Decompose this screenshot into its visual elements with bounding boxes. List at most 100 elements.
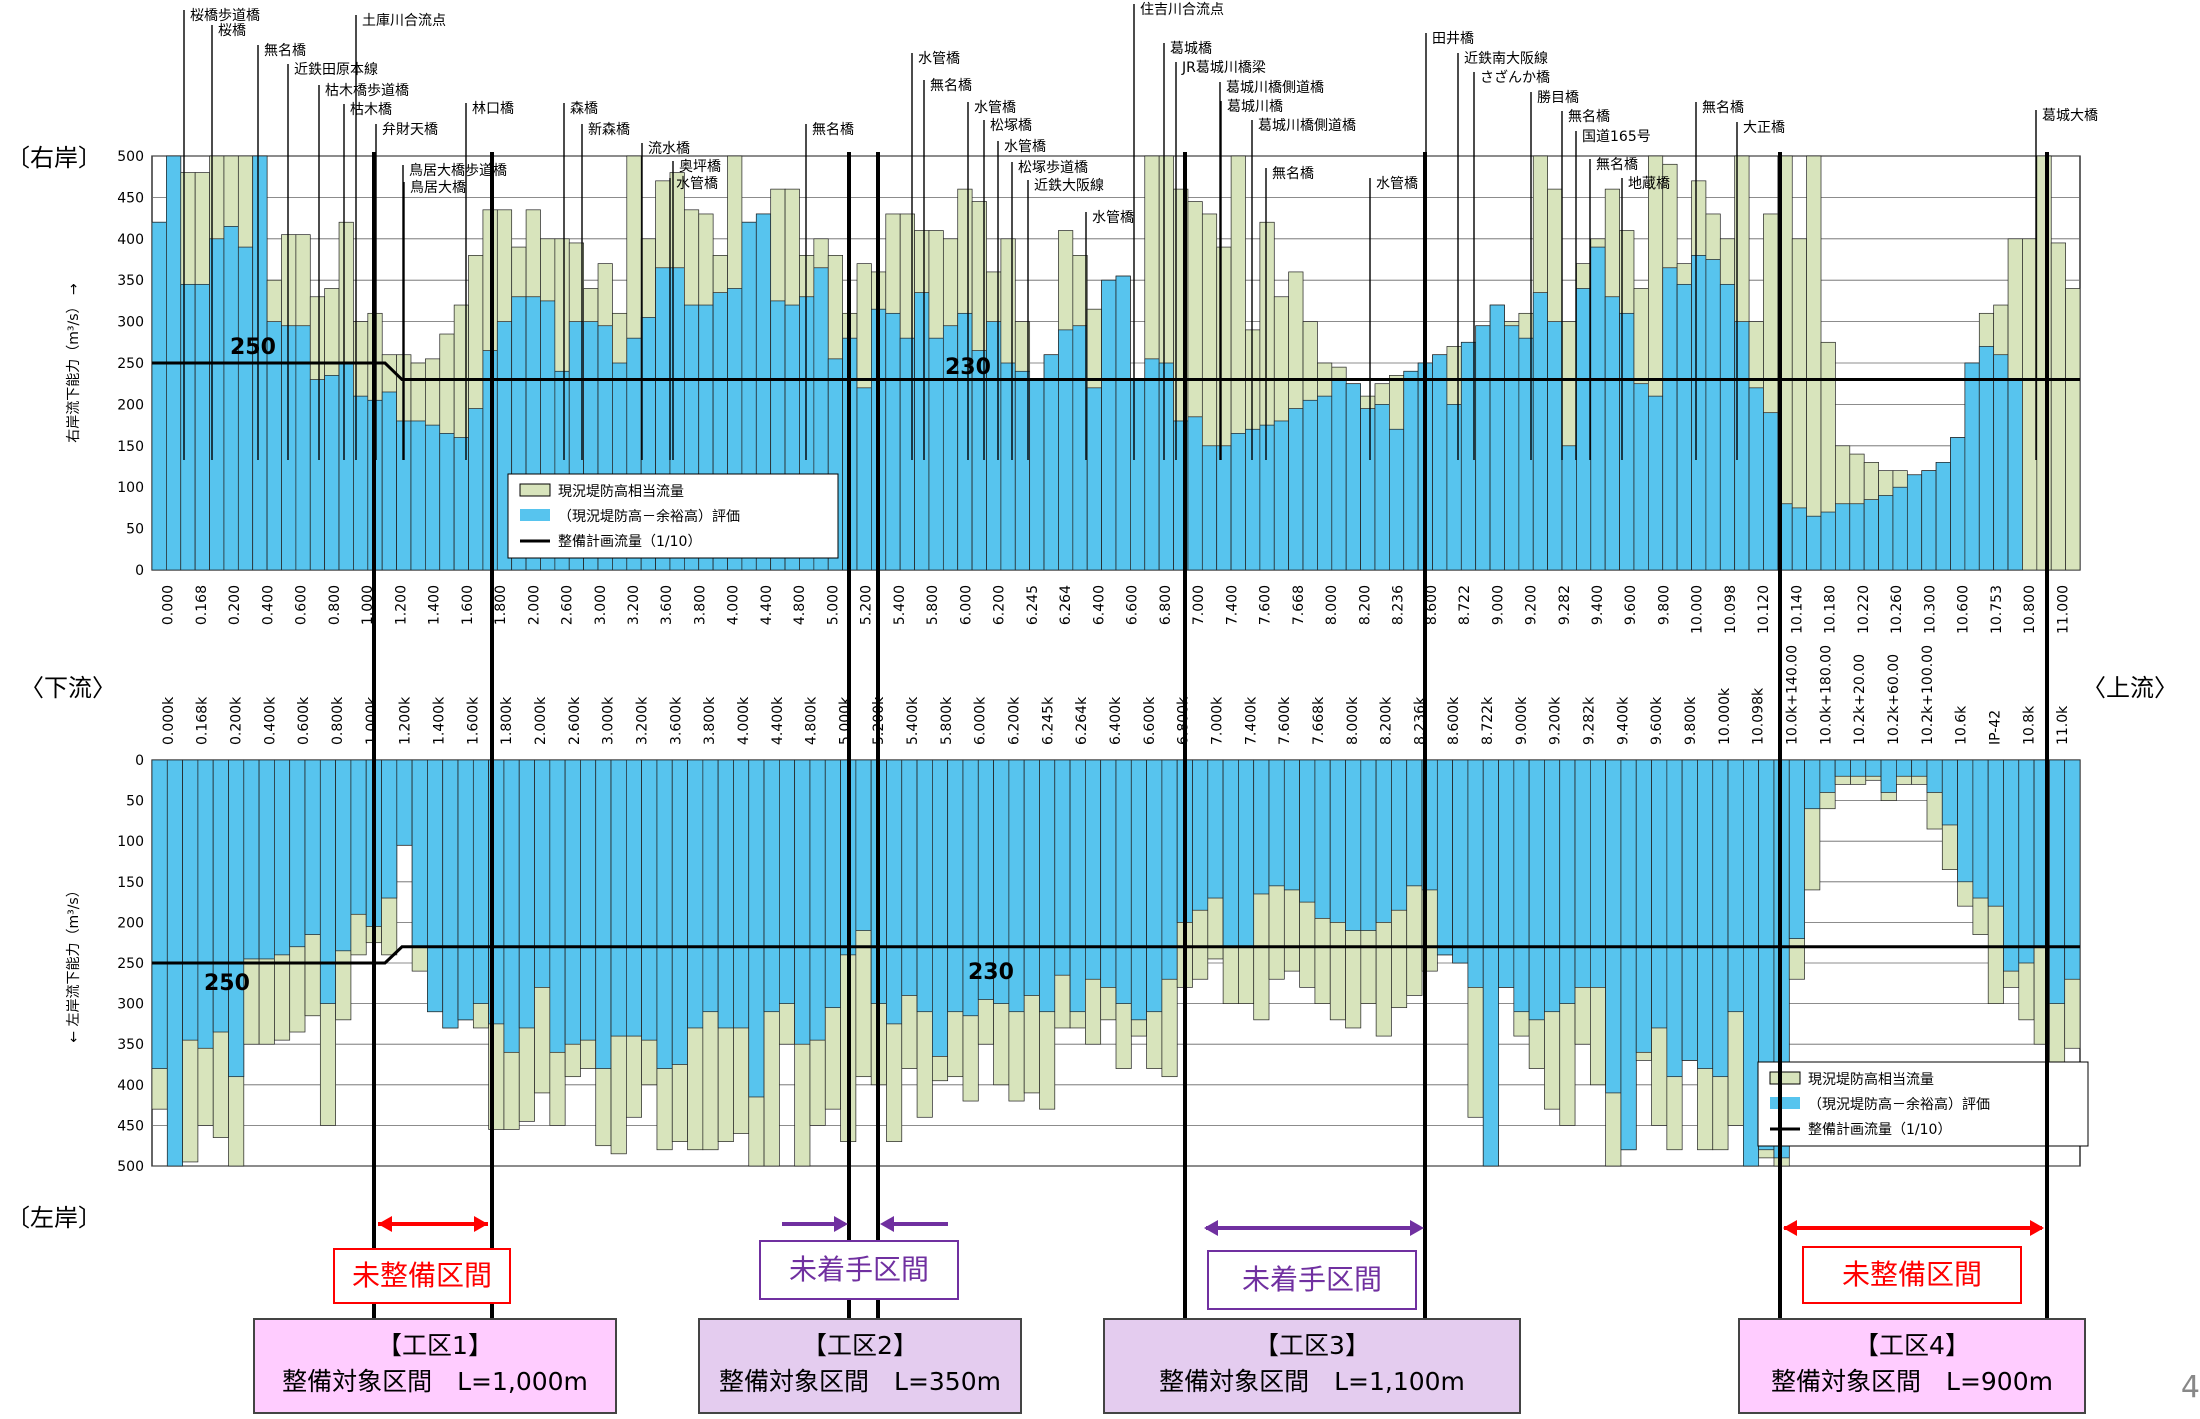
- left-evaluation-bar: [1115, 759, 1132, 1004]
- right-xtick-label: 10.000: [1690, 585, 1706, 634]
- right-ytick-label: 150: [117, 439, 144, 455]
- left-evaluation-bar: [2064, 759, 2081, 980]
- section4-title: 【工区4】: [1854, 1331, 1970, 1360]
- right-ytick-label: 200: [117, 397, 144, 413]
- right-ytick-label: 450: [117, 190, 144, 206]
- right-evaluation-bar: [237, 246, 254, 571]
- right-ytick-label: 400: [117, 232, 144, 248]
- right-xtick-label: 10.260: [1889, 585, 1905, 634]
- bridge-label: 水管橋: [1376, 176, 1418, 192]
- right-xtick-label: 9.800: [1656, 585, 1672, 625]
- left-legend-plan: 整備計画流量（1/10）: [1808, 1122, 1951, 1138]
- left-evaluation-bar: [1482, 759, 1499, 1167]
- right-evaluation-bar: [1475, 325, 1491, 571]
- left-xtick-label: 10.8k: [2021, 705, 2037, 745]
- left-evaluation-bar: [1651, 759, 1668, 1029]
- right-evaluation-bar: [309, 379, 326, 571]
- right-evaluation-bar: [1950, 437, 1966, 571]
- left-xtick-label: 10.2k+100.00: [1920, 645, 1936, 745]
- bridge-label: 桜橋: [218, 23, 246, 39]
- left-xtick-label: 10.000k: [1717, 687, 1733, 745]
- right-evaluation-bar: [1446, 404, 1462, 571]
- left-evaluation-bar: [1222, 759, 1239, 948]
- bridge-label: 弁財天橋: [382, 122, 438, 138]
- right-evaluation-bar: [1201, 445, 1218, 571]
- left-evaluation-bar: [580, 759, 597, 1041]
- left-xtick-label: 6.200k: [1007, 696, 1023, 745]
- left-xtick-label: 7.400k: [1243, 696, 1259, 745]
- right-evaluation-bar: [1633, 383, 1649, 571]
- right-evaluation-bar: [1590, 246, 1606, 571]
- left-evaluation-bar: [1253, 759, 1270, 895]
- bridge-label: 無名橋: [1272, 166, 1314, 182]
- left-ytick-label: 150: [117, 875, 144, 891]
- left-evaluation-bar: [289, 759, 306, 948]
- right-evaluation-bar: [324, 375, 340, 571]
- left-evaluation-bar: [549, 759, 566, 1053]
- left-evaluation-bar: [243, 759, 260, 960]
- left-xtick-label: 9.200k: [1548, 696, 1564, 745]
- left-evaluation-bar: [1130, 759, 1147, 1021]
- left-xtick-label: 3.200k: [634, 696, 650, 745]
- left-evaluation-bar: [1788, 759, 1805, 939]
- right-xtick-label: 7.668: [1291, 585, 1307, 625]
- left-evaluation-bar: [1819, 759, 1836, 793]
- left-evaluation-bar: [1972, 759, 1989, 899]
- left-ytick-label: 350: [117, 1037, 144, 1053]
- left-xtick-label: 0.600k: [296, 696, 312, 745]
- left-xtick-label: 11.0k: [2055, 705, 2071, 745]
- bridge-label: 無名橋: [1568, 109, 1610, 125]
- left-ytick-label: 450: [117, 1118, 144, 1134]
- left-evaluation-bar: [1314, 759, 1331, 919]
- right-evaluation-bar: [1115, 275, 1131, 571]
- section2-box: 【工区2】 整備対象区間 L=350m: [698, 1318, 1022, 1414]
- left-evaluation-bar: [1391, 759, 1408, 911]
- right-xtick-label: 6.264: [1058, 585, 1074, 625]
- right-evaluation-bar: [1763, 412, 1779, 571]
- left-xtick-label: 1.200k: [398, 696, 414, 745]
- left-evaluation-bar: [824, 759, 841, 1009]
- right-xtick-label: 0.800: [327, 585, 343, 625]
- left-xtick-label: 0.200k: [229, 696, 245, 745]
- right-xtick-label: 8.722: [1457, 585, 1473, 625]
- right-evaluation-bar: [1906, 474, 1923, 571]
- right-evaluation-bar: [1130, 379, 1146, 571]
- right-xtick-label: 6.400: [1091, 585, 1107, 625]
- right-xtick-label: 3.600: [659, 585, 675, 625]
- right-xtick-label: 0.200: [227, 585, 243, 625]
- right-legend-eval: （現況堤防高－余裕高）評価: [558, 508, 740, 525]
- bridge-label: 住吉川合流点: [1140, 2, 1224, 18]
- bridge-label: 奥坪橋: [679, 158, 721, 175]
- right-evaluation-bar: [1360, 408, 1376, 571]
- right-xtick-label: 10.140: [1789, 585, 1805, 634]
- bridge-label: JR葛城川橋梁: [1181, 60, 1266, 76]
- left-evaluation-bar: [916, 759, 933, 1013]
- right-evaluation-bar: [381, 391, 397, 571]
- left-evaluation-bar: [411, 759, 428, 948]
- right-xtick-label: 8.236: [1391, 585, 1407, 625]
- left-evaluation-bar: [717, 759, 734, 1029]
- left-legend-eval-swatch: [1770, 1097, 1800, 1109]
- left-xtick-label: IP-42: [1987, 710, 2003, 745]
- bridge-label: 無名橋: [264, 43, 306, 59]
- left-evaluation-bar: [1100, 759, 1117, 988]
- right-evaluation-bar: [1748, 387, 1764, 571]
- bridge-label: 無名橋: [930, 78, 972, 94]
- left-evaluation-bar: [472, 759, 489, 1004]
- bridge-label: 流水橋: [648, 141, 690, 157]
- left-xtick-label: 10.2k+60.00: [1886, 654, 1902, 745]
- left-xtick-label: 9.400k: [1615, 696, 1631, 745]
- right-xtick-label: 3.200: [626, 585, 642, 625]
- right-evaluation-bar: [1345, 383, 1361, 571]
- right-evaluation-bar: [439, 433, 455, 571]
- bridge-label: 地蔵橋: [1628, 176, 1670, 192]
- right-legend-eval-swatch: [520, 509, 550, 521]
- left-xtick-label: 1.600k: [465, 696, 481, 745]
- right-xtick-label: 10.800: [2022, 585, 2038, 634]
- left-plan-250-label: 250: [204, 971, 250, 996]
- left-evaluation-bar: [932, 759, 949, 1057]
- right-evaluation-bar: [1389, 428, 1405, 571]
- left-evaluation-bar: [1957, 759, 1974, 883]
- right-evaluation-bar: [425, 424, 441, 571]
